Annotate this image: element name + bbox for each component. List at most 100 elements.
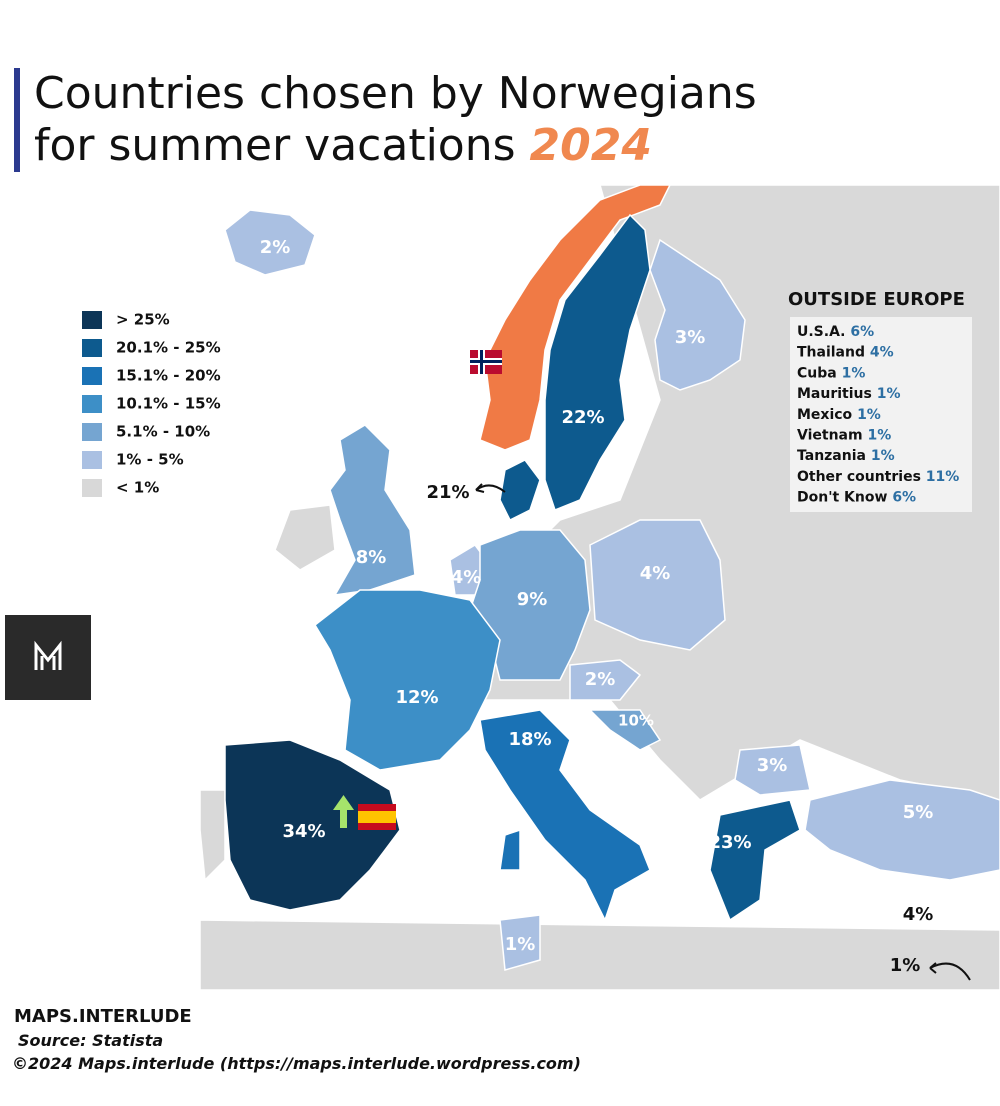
region-label: 9% [517,589,548,610]
region [479,709,651,922]
brand: MAPS.INTERLUDE [14,1006,192,1027]
outside-item: Mauritius 1% [797,386,901,402]
footer: MAPS.INTERLUDE Source: Statista ©2024 Ma… [12,1006,581,1077]
copyright: ©2024 Maps.interlude (https://maps.inter… [12,1054,581,1073]
outside-item: Thailand 4% [797,345,894,361]
up-arrow [333,795,354,828]
region-label: 10% [618,712,654,730]
legend-label: 20.1% - 25% [116,339,221,357]
region [569,659,642,701]
arrow-head [475,483,485,493]
outside-country: Other countries [797,469,921,485]
legend-label: < 1% [116,479,159,497]
outside-item: Don't Know 6% [797,490,916,506]
region-label: 18% [508,729,551,750]
countries [224,184,1000,971]
spain-flag [358,804,396,830]
region-label: 12% [395,687,438,708]
outside-item: Tanzania 1% [797,448,895,464]
outside-value: 1% [842,365,866,381]
outside-country: Cuba [797,365,837,381]
title: Countries chosen by Norwegians for summe… [14,68,814,172]
legend-swatch [82,339,102,357]
region-label: 8% [356,547,387,568]
outside-item: Mexico 1% [797,407,881,423]
logo [5,615,91,700]
pointer-arrows [475,483,971,981]
outside-value: 1% [867,428,891,444]
region [804,779,1000,881]
region-label: 4% [903,904,934,925]
region [649,238,746,391]
region [734,744,811,796]
arrow-head [929,962,937,974]
source: Source: Statista [18,1031,164,1050]
region [544,213,651,511]
region-label: 22% [561,407,604,428]
region [709,799,801,922]
map: 2% 3% 22% 21% 8% 4% 9% 4% 12% 2% 10% 18%… [5,184,1000,991]
outside-box [790,317,972,512]
region [224,739,401,911]
legend-label: 15.1% - 20% [116,367,221,385]
outside-country: Mauritius [797,386,872,402]
region [499,459,541,522]
outside-value: 4% [870,345,894,361]
title-text: Countries chosen by Norwegians for summe… [34,68,757,171]
region-label: 1% [890,955,921,976]
region-label: 34% [282,821,325,842]
region-label: 4% [451,567,482,588]
legend-label: 5.1% - 10% [116,423,210,441]
outside-heading: OUTSIDE EUROPE [788,289,965,310]
outside-country: Vietnam [797,428,863,444]
region [314,589,501,771]
outside-value: 6% [850,324,874,340]
region [589,519,726,651]
outside-country: U.S.A. [797,324,846,340]
region [224,209,316,276]
outside-value: 11% [926,469,960,485]
outside-country: Thailand [797,345,865,361]
region-label: 3% [675,327,706,348]
legend-label: > 25% [116,311,170,329]
outside-country: Don't Know [797,490,887,506]
region [499,828,521,871]
region-labels: 2% 3% 22% 21% 8% 4% 9% 4% 12% 2% 10% 18%… [260,237,934,976]
outside-value: 1% [871,448,895,464]
legend-label: 10.1% - 15% [116,395,221,413]
outside-item: Cuba 1% [797,365,865,381]
legend-swatch [82,451,102,469]
outside-value: 1% [877,386,901,402]
title-year: 2024 [529,120,652,171]
outside-value: 6% [892,490,916,506]
norway-flag [470,350,502,374]
norway [479,184,672,451]
legend-swatch [82,479,102,497]
region [499,914,541,971]
outside-country: Tanzania [797,448,866,464]
region [588,709,662,751]
region [329,424,416,596]
outside-country: Mexico [797,407,853,423]
outside-item: Other countries 11% [797,469,959,485]
region-label: 5% [903,802,934,823]
legend-swatch [82,367,102,385]
region-label: 2% [260,237,291,258]
arrow [929,962,971,981]
region-label: 21% [426,482,469,503]
region-label: 4% [640,563,671,584]
outside-item: U.S.A. 6% [797,324,874,340]
outside-item: Vietnam 1% [797,428,891,444]
outside-europe: OUTSIDE EUROPE U.S.A. 6% Thailand 4% Cuba … [788,289,972,512]
region-label: 23% [708,832,751,853]
legend: > 25% 20.1% - 25% 15.1% - 20% 10.1% - 15% 5.… [82,311,221,497]
region-label: 3% [757,755,788,776]
legend-label: 1% - 5% [116,451,184,469]
legend-swatch [82,423,102,441]
legend-swatch [82,395,102,413]
legend-swatch [82,311,102,329]
region-label: 2% [585,669,616,690]
outside-value: 1% [857,407,881,423]
region-label: 1% [505,934,536,955]
